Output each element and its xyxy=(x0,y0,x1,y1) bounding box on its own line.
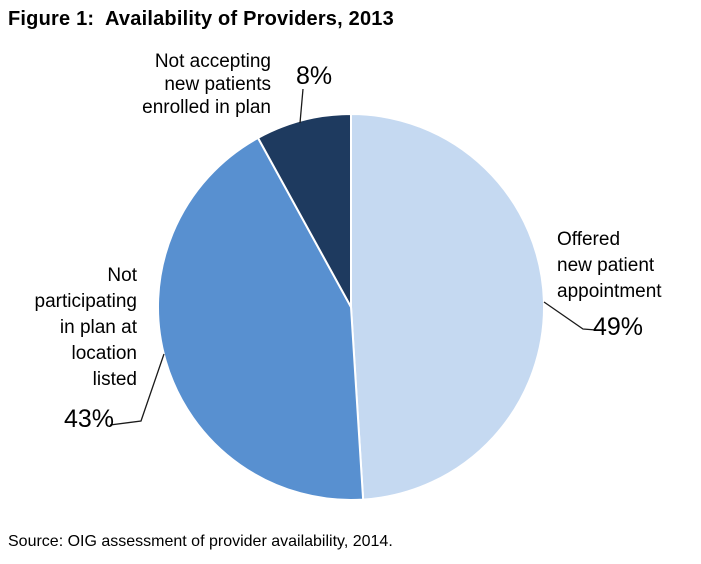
leader-line-49pct xyxy=(543,301,597,331)
slice-value-not-participating: 43% xyxy=(64,405,115,433)
slice-value-offered: 49% xyxy=(593,313,644,341)
pie-slice-offered xyxy=(350,113,545,501)
pie-slice-not-accepting xyxy=(257,113,352,308)
pie-slice-not-participating xyxy=(157,136,365,501)
leader-line-8pct xyxy=(299,88,304,124)
slice-label-not-participating: Not participating in plan at location li… xyxy=(34,265,137,390)
figure-title: Figure 1: Availability of Providers, 201… xyxy=(8,8,394,30)
slice-label-offered: Offered new patient appointment xyxy=(557,229,662,302)
source-note: Source: OIG assessment of provider avail… xyxy=(8,533,393,550)
slice-label-not-accepting: Not accepting new patients enrolled in p… xyxy=(142,51,271,118)
slice-value-not-accepting: 8% xyxy=(296,62,333,90)
pie-slices xyxy=(157,113,545,501)
leader-lines xyxy=(109,88,597,426)
leader-line-43pct xyxy=(109,353,165,426)
